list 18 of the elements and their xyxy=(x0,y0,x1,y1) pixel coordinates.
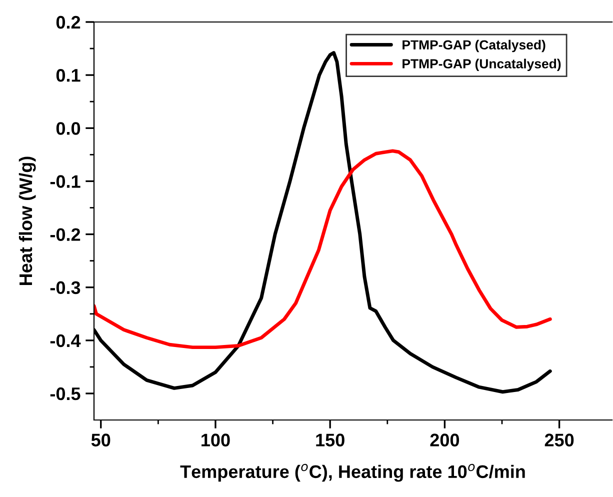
y-tick-label: -0.3 xyxy=(50,281,80,294)
x-tick-label: 50 xyxy=(91,434,110,446)
legend-label: PTMP-GAP (Uncatalysed) xyxy=(402,58,561,72)
y-tick-label: -0.2 xyxy=(50,228,80,241)
line-series xyxy=(94,149,552,350)
legend-label: PTMP-GAP (Catalysed) xyxy=(402,40,546,52)
y-tick-label: 0.0 xyxy=(56,122,80,135)
y-tick-label: -0.4 xyxy=(50,334,81,348)
y-tick-label: -0.5 xyxy=(50,387,80,400)
x-tick-label: 100 xyxy=(202,434,230,446)
y-axis-title: Heat flow (W/g) xyxy=(18,156,36,285)
y-tick-label: 0.2 xyxy=(56,16,80,29)
x-tick-label: 200 xyxy=(430,434,460,446)
x-tick-label: 250 xyxy=(544,434,574,446)
x-tick-label: 150 xyxy=(316,434,344,446)
x-axis-title: Temperature ($^{o}$C), Heating rate 10$^{o}$C/min xyxy=(180,464,525,482)
y-tick-label: 0.1 xyxy=(56,69,80,82)
y-tick-label: -0.1 xyxy=(50,175,80,188)
